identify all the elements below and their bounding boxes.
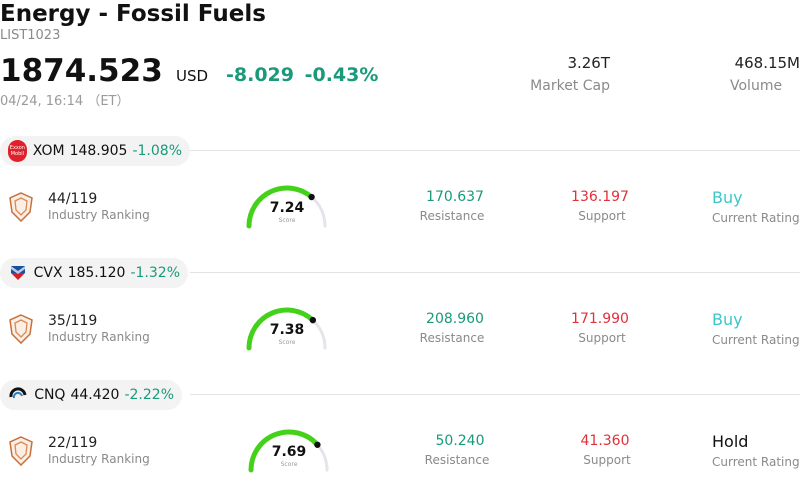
current-rating-value: Buy — [712, 188, 743, 207]
stock-price: 148.905 — [69, 143, 128, 159]
row-divider — [190, 394, 800, 395]
change-value: -8.029 — [226, 64, 294, 86]
score-value: 7.69 — [271, 444, 307, 460]
currency-label: USD — [176, 67, 209, 85]
current-rating-label: Current Rating — [712, 455, 800, 469]
shield-icon — [9, 436, 33, 470]
row-divider — [190, 150, 800, 151]
industry-rank-label: Industry Ranking — [48, 208, 150, 222]
resistance-label: Resistance — [419, 209, 485, 223]
support-value: 41.360 — [580, 433, 630, 449]
volume-label: Volume — [730, 78, 783, 94]
stock-pill-cnq[interactable]: CNQ 44.420 -2.22% — [0, 380, 182, 410]
current-rating-value: Buy — [712, 310, 743, 329]
score-gauge — [244, 424, 334, 474]
stock-ticker: CVX — [33, 265, 63, 281]
market-cap-value: 3.26T — [567, 54, 610, 72]
resistance-label: Resistance — [419, 331, 485, 345]
resistance-value: 50.240 — [435, 433, 485, 449]
stock-price: 185.120 — [67, 265, 126, 281]
support-label: Support — [578, 331, 626, 345]
score-label: Score — [278, 339, 296, 346]
stock-price: 44.420 — [70, 387, 120, 403]
stock-pill-xom[interactable]: Exxon Mobil XOM 148.905 -1.08% — [0, 136, 190, 166]
current-rating-label: Current Rating — [712, 333, 800, 347]
score-gauge — [242, 180, 332, 230]
resistance-value: 208.960 — [426, 311, 484, 327]
stock-pill-cvx[interactable]: CVX 185.120 -1.32% — [0, 258, 188, 288]
current-rating-value: Hold — [712, 432, 749, 451]
change-percent: -0.43% — [304, 64, 379, 86]
exxonmobil-logo-icon: Exxon Mobil — [8, 140, 27, 162]
resistance-label: Resistance — [424, 453, 490, 467]
support-label: Support — [583, 453, 631, 467]
stock-change: -1.32% — [130, 265, 180, 281]
list-code: LIST1023 — [0, 28, 61, 43]
score-label: Score — [280, 461, 298, 468]
stock-change: -1.08% — [132, 143, 182, 159]
support-label: Support — [578, 209, 626, 223]
score-value: 7.38 — [269, 322, 305, 338]
industry-rank-label: Industry Ranking — [48, 452, 150, 466]
score-value: 7.24 — [269, 200, 305, 216]
score-label: Score — [278, 217, 296, 224]
index-price: 1874.523 — [0, 53, 163, 89]
stock-ticker: XOM — [32, 143, 65, 159]
industry-rank-value: 35/119 — [48, 313, 98, 329]
shield-icon — [9, 314, 33, 348]
row-divider — [190, 272, 800, 273]
market-cap-label: Market Cap — [530, 78, 610, 94]
price-change: -8.029 -0.43% — [226, 64, 378, 86]
industry-rank-value: 22/119 — [48, 435, 98, 451]
page-title: Energy - Fossil Fuels — [0, 1, 266, 27]
support-value: 136.197 — [571, 189, 629, 205]
resistance-value: 170.637 — [426, 189, 484, 205]
cnq-logo-icon — [8, 384, 28, 406]
volume-value: 468.15M — [734, 54, 800, 72]
shield-icon — [9, 192, 33, 226]
current-rating-label: Current Rating — [712, 211, 800, 225]
stock-ticker: CNQ — [34, 387, 66, 403]
chevron-logo-icon — [8, 262, 28, 284]
industry-rank-value: 44/119 — [48, 191, 98, 207]
timestamp: 04/24, 16:14 （ET） — [0, 94, 130, 109]
score-gauge — [242, 302, 332, 352]
support-value: 171.990 — [571, 311, 629, 327]
stock-change: -2.22% — [124, 387, 174, 403]
industry-rank-label: Industry Ranking — [48, 330, 150, 344]
